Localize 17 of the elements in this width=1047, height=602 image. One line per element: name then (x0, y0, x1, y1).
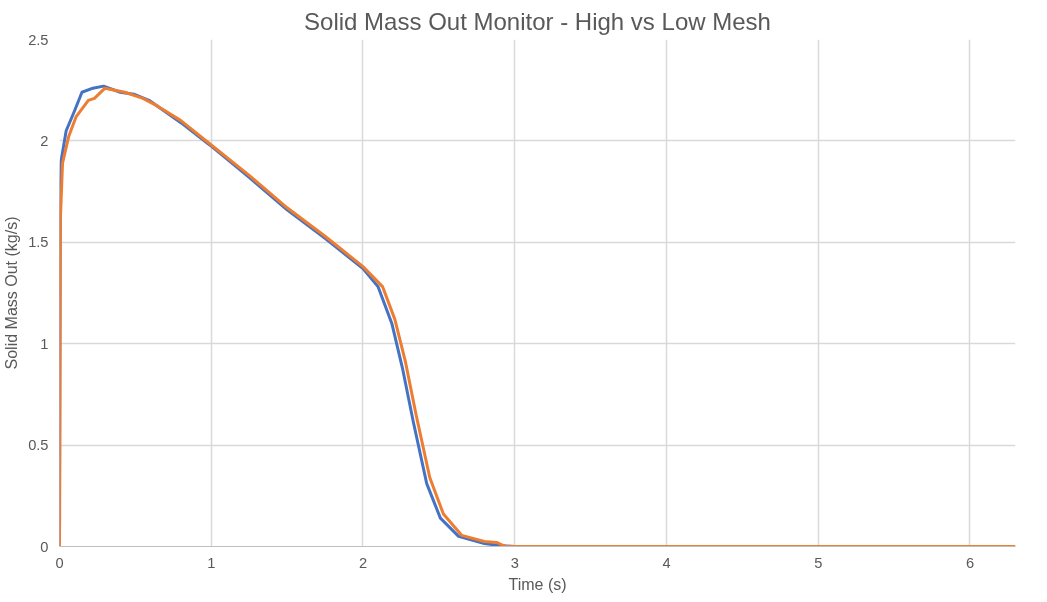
y-tick-label: 0.5 (28, 437, 49, 454)
y-tick-label: 1.5 (28, 234, 49, 251)
y-tick-label: 2 (40, 132, 49, 149)
y-axis-title: Solid Mass Out (kg/s) (3, 216, 21, 370)
x-tick-label: 2 (358, 554, 368, 571)
x-tick-label: 4 (662, 554, 671, 571)
x-axis-title: Time (s) (508, 575, 567, 593)
line-series (59, 86, 1016, 547)
x-tick-label: 6 (965, 554, 975, 571)
y-tick-label: 1 (40, 335, 49, 352)
chart-title: Solid Mass Out Monitor - High vs Low Mesh (304, 7, 771, 35)
x-tick-label: 3 (510, 554, 519, 571)
x-tick-label: 1 (207, 554, 216, 571)
y-tick-label: 2.5 (28, 31, 49, 48)
x-tick-label: 5 (814, 554, 823, 571)
y-tick-label: 0 (40, 538, 49, 555)
x-tick-label: 0 (55, 554, 64, 571)
